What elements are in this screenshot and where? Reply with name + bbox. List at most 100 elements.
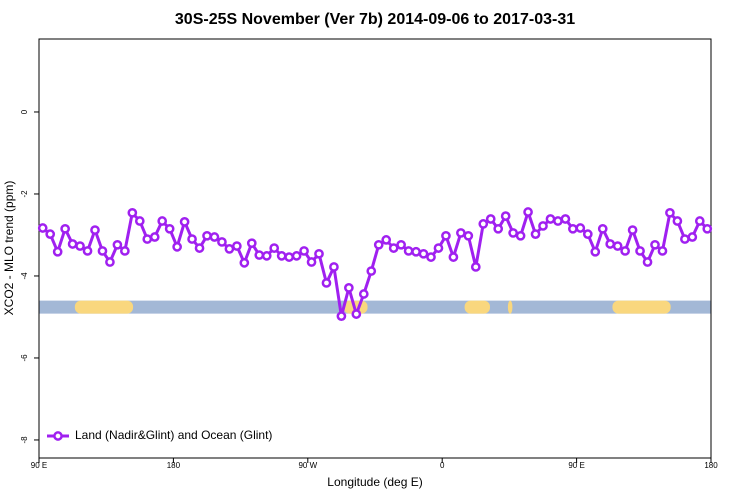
data-point bbox=[605, 239, 616, 249]
data-point bbox=[470, 262, 481, 272]
data-point bbox=[269, 243, 280, 253]
data-point bbox=[530, 229, 541, 240]
data-point bbox=[388, 243, 399, 253]
data-point bbox=[291, 251, 302, 261]
data-point bbox=[650, 239, 660, 250]
y-tick-label: 0 bbox=[20, 109, 29, 114]
land-segment bbox=[74, 300, 134, 314]
y-tick-label: -2 bbox=[20, 190, 29, 198]
chart-title: 30S-25S November (Ver 7b) 2014-09-06 to … bbox=[175, 11, 575, 28]
data-point bbox=[97, 246, 108, 256]
data-point bbox=[157, 216, 168, 226]
data-point bbox=[314, 248, 324, 259]
data-point bbox=[657, 246, 668, 256]
data-point bbox=[134, 216, 145, 226]
y-tick-label: -4 bbox=[20, 272, 29, 280]
x-tick-label: 90 E bbox=[568, 461, 584, 470]
data-point bbox=[597, 223, 608, 234]
data-point bbox=[239, 257, 250, 268]
y-tick-label: -6 bbox=[20, 354, 29, 362]
data-point bbox=[149, 232, 160, 242]
data-point bbox=[508, 228, 518, 238]
data-point bbox=[246, 238, 257, 249]
data-point bbox=[329, 262, 339, 272]
data-point bbox=[515, 230, 526, 241]
data-point bbox=[582, 229, 593, 240]
data-point bbox=[164, 223, 175, 234]
data-point bbox=[642, 257, 653, 267]
data-point bbox=[224, 244, 235, 254]
data-point bbox=[560, 214, 571, 224]
data-point bbox=[635, 246, 645, 256]
data-point bbox=[523, 207, 533, 217]
data-point bbox=[627, 225, 638, 235]
data-point bbox=[90, 225, 100, 235]
data-point bbox=[179, 217, 190, 227]
data-point bbox=[373, 239, 384, 250]
data-point bbox=[433, 243, 444, 253]
data-point bbox=[665, 207, 675, 218]
data-point bbox=[254, 250, 265, 260]
data-point bbox=[351, 309, 362, 319]
data-point bbox=[321, 278, 332, 288]
data-point bbox=[680, 234, 690, 244]
legend-marker bbox=[53, 431, 63, 441]
data-point bbox=[105, 257, 115, 267]
x-tick-label: 180 bbox=[704, 461, 718, 470]
data-point bbox=[493, 223, 504, 234]
land-segment bbox=[612, 300, 671, 314]
data-point bbox=[687, 232, 698, 242]
data-point bbox=[396, 239, 406, 250]
land-segment bbox=[464, 300, 490, 314]
x-tick-label: 90 E bbox=[31, 461, 47, 470]
data-point bbox=[67, 239, 78, 249]
data-point bbox=[284, 252, 294, 262]
data-point bbox=[418, 248, 429, 259]
data-point bbox=[299, 246, 309, 256]
data-point bbox=[202, 230, 212, 241]
data-point bbox=[276, 251, 287, 261]
data-point bbox=[553, 216, 563, 226]
data-point bbox=[37, 223, 48, 233]
x-tick-label: 180 bbox=[167, 461, 181, 470]
data-point bbox=[75, 241, 85, 251]
data-point bbox=[545, 214, 556, 224]
data-point bbox=[381, 235, 392, 245]
data-point bbox=[209, 232, 220, 242]
data-point bbox=[336, 311, 347, 321]
x-tick-label: 0 bbox=[440, 461, 445, 470]
data-point bbox=[463, 230, 474, 241]
data-point bbox=[485, 214, 496, 224]
data-point bbox=[590, 246, 601, 257]
data-point bbox=[478, 219, 489, 229]
land-segment bbox=[507, 300, 513, 314]
data-point bbox=[612, 241, 623, 251]
data-point bbox=[620, 246, 630, 256]
data-point bbox=[45, 229, 56, 240]
data-point bbox=[575, 223, 586, 233]
data-point bbox=[217, 237, 227, 247]
data-point bbox=[187, 234, 197, 244]
data-point bbox=[112, 239, 123, 250]
data-point bbox=[403, 246, 414, 256]
data-point bbox=[172, 242, 182, 252]
data-point bbox=[411, 246, 421, 257]
data-point bbox=[702, 223, 713, 234]
data-point bbox=[358, 289, 369, 299]
data-point bbox=[441, 230, 451, 241]
data-point bbox=[82, 246, 93, 256]
data-point bbox=[60, 223, 70, 234]
data-point bbox=[142, 234, 153, 244]
data-point bbox=[127, 207, 138, 218]
data-point bbox=[448, 252, 459, 262]
data-point bbox=[261, 251, 272, 261]
y-axis-label: XCO2 - MLO trend (ppm) bbox=[2, 181, 16, 316]
data-point bbox=[306, 257, 317, 267]
x-tick-label: 90 W bbox=[298, 461, 317, 470]
legend-label: Land (Nadir&Glint) and Ocean (Glint) bbox=[75, 428, 272, 442]
data-point bbox=[500, 211, 511, 221]
data-point bbox=[120, 246, 130, 256]
data-point bbox=[344, 283, 354, 293]
data-point bbox=[456, 228, 466, 238]
